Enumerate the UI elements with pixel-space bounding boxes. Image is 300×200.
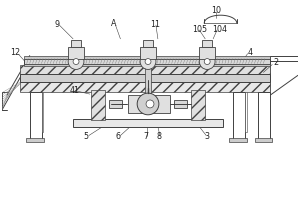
Bar [20, 64, 270, 74]
Text: 5: 5 [83, 132, 88, 141]
Text: 41: 41 [69, 86, 79, 95]
Bar [109, 100, 122, 108]
Bar [71, 40, 81, 47]
Bar [199, 47, 215, 59]
Circle shape [137, 93, 159, 115]
Bar [20, 74, 270, 82]
Text: 105: 105 [192, 24, 208, 33]
Text: 104: 104 [212, 24, 227, 33]
Text: 4: 4 [248, 48, 253, 57]
Text: 9: 9 [54, 20, 59, 29]
Bar [24, 59, 270, 64]
Circle shape [140, 54, 156, 69]
Bar [24, 64, 270, 66]
Bar [143, 40, 153, 47]
Bar [152, 95, 170, 113]
Bar [73, 119, 223, 127]
Bar [26, 138, 44, 142]
Text: 8: 8 [157, 132, 162, 141]
Circle shape [199, 54, 215, 69]
Bar [41, 92, 44, 132]
Bar [229, 138, 247, 142]
Circle shape [146, 100, 154, 108]
Bar [91, 90, 105, 120]
Bar [202, 40, 212, 47]
Text: A: A [111, 19, 116, 28]
Circle shape [145, 59, 151, 64]
Circle shape [204, 59, 210, 64]
Bar [68, 47, 84, 59]
Text: 7: 7 [143, 132, 148, 141]
Text: 11: 11 [150, 20, 160, 29]
Text: 10: 10 [211, 6, 221, 15]
Bar [140, 47, 156, 59]
Text: 3: 3 [204, 132, 209, 141]
Bar [145, 65, 151, 93]
Bar [24, 56, 270, 59]
Bar [128, 95, 146, 113]
Bar [245, 92, 247, 132]
Text: 6: 6 [116, 132, 121, 141]
Bar [191, 90, 205, 120]
Bar [20, 82, 270, 92]
Bar [254, 138, 272, 142]
Bar [233, 92, 245, 139]
Text: 2: 2 [273, 58, 278, 67]
Circle shape [68, 54, 84, 69]
Text: 12: 12 [10, 48, 20, 57]
Bar [30, 92, 41, 139]
Bar [174, 100, 188, 108]
Circle shape [73, 59, 79, 64]
Bar [259, 92, 270, 139]
